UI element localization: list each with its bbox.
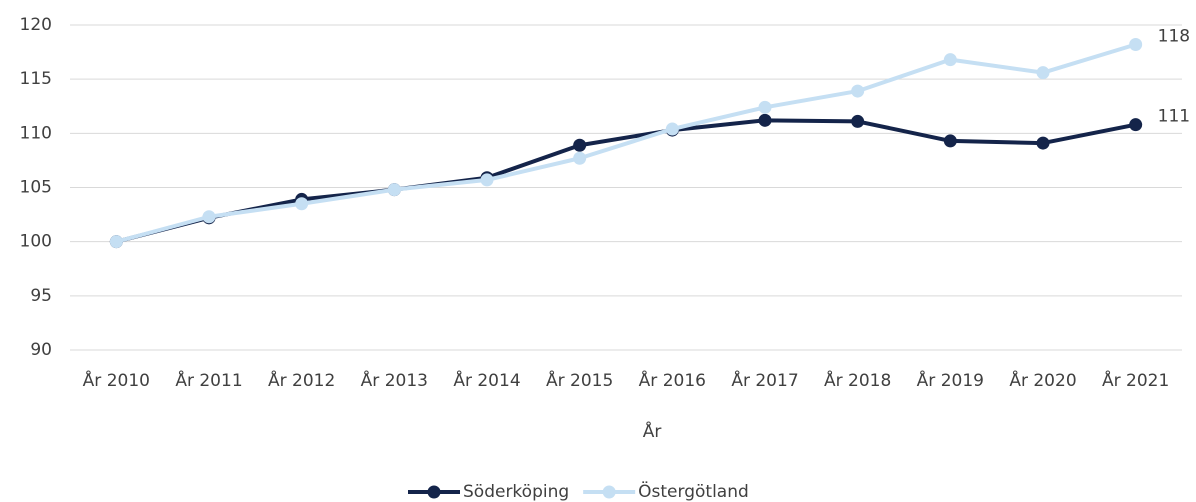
x-tick-label: År 2013	[361, 369, 428, 391]
legend-label: Östergötland	[638, 480, 749, 502]
x-tick-label: År 2018	[824, 369, 891, 391]
y-tick-label: 105	[20, 178, 52, 198]
point	[1129, 38, 1143, 51]
x-tick-label: År 2017	[731, 369, 798, 391]
point	[480, 173, 494, 187]
point	[295, 197, 309, 211]
point	[758, 113, 772, 127]
point	[1129, 118, 1143, 132]
x-tick-label: År 2012	[268, 369, 335, 391]
y-tick-label: 95	[30, 286, 52, 306]
x-tick-label: År 2019	[917, 369, 984, 391]
x-tick-label: År 2015	[546, 369, 613, 391]
x-tick-label: År 2011	[175, 369, 242, 391]
point	[387, 183, 401, 197]
series-line	[115, 118, 1137, 244]
y-tick-label: 110	[20, 123, 52, 143]
point	[573, 138, 587, 152]
y-tick-label: 100	[20, 232, 52, 252]
point	[202, 210, 216, 224]
legend-marker	[427, 485, 441, 499]
x-axis-title: År	[643, 420, 662, 442]
point	[943, 134, 957, 148]
x-tick-label: År 2014	[453, 369, 520, 391]
point	[665, 122, 679, 136]
point	[1036, 136, 1050, 150]
x-tick-label: År 2010	[83, 369, 150, 391]
series-line	[115, 42, 1137, 244]
y-tick-label: 115	[20, 69, 52, 89]
point	[943, 53, 957, 67]
x-tick-label: År 2016	[639, 369, 706, 391]
point	[851, 84, 865, 98]
x-tick-label: År 2021	[1102, 369, 1169, 391]
point	[851, 114, 865, 128]
value-label: 111	[1158, 107, 1190, 127]
value-label: 118	[1158, 27, 1190, 47]
point	[1036, 66, 1050, 80]
y-tick-label: 90	[30, 340, 52, 360]
legend-marker	[602, 485, 616, 499]
y-tick-label: 120	[20, 15, 52, 35]
point	[573, 151, 587, 165]
point	[109, 235, 123, 249]
point	[758, 100, 772, 114]
legend-label: Söderköping	[463, 482, 569, 502]
x-tick-label: År 2020	[1009, 369, 1076, 391]
